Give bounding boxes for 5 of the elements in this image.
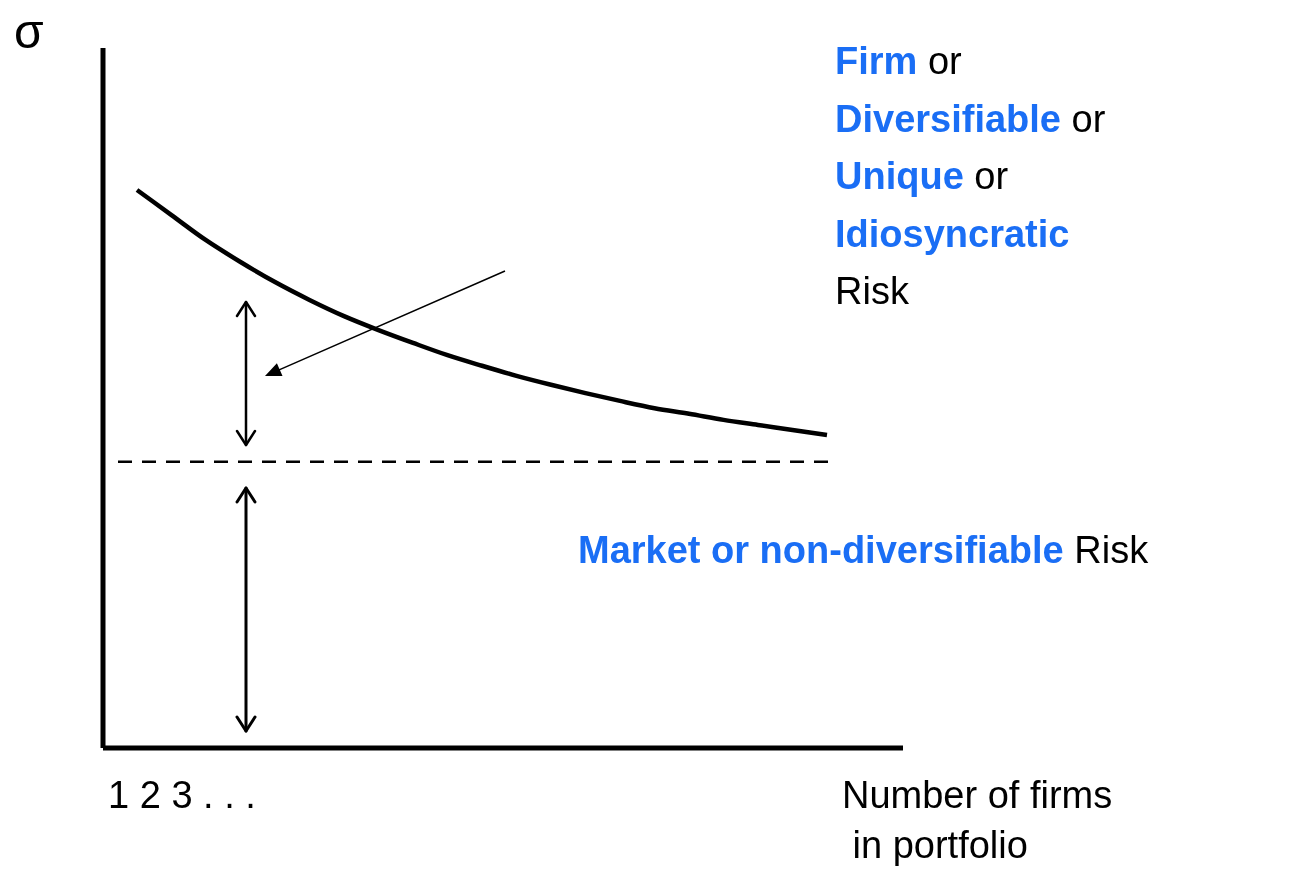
text: Firm or Diversifiable or Unique or Idiosyncratic Risk — [835, 40, 1106, 312]
text: 1 2 3 . . . — [108, 774, 256, 816]
y-axis-title: σ — [14, 5, 44, 58]
annotation: Market or non-diversifiable Risk — [578, 529, 1150, 571]
x-axis-title: Number of firms in portfolio — [842, 774, 1113, 866]
